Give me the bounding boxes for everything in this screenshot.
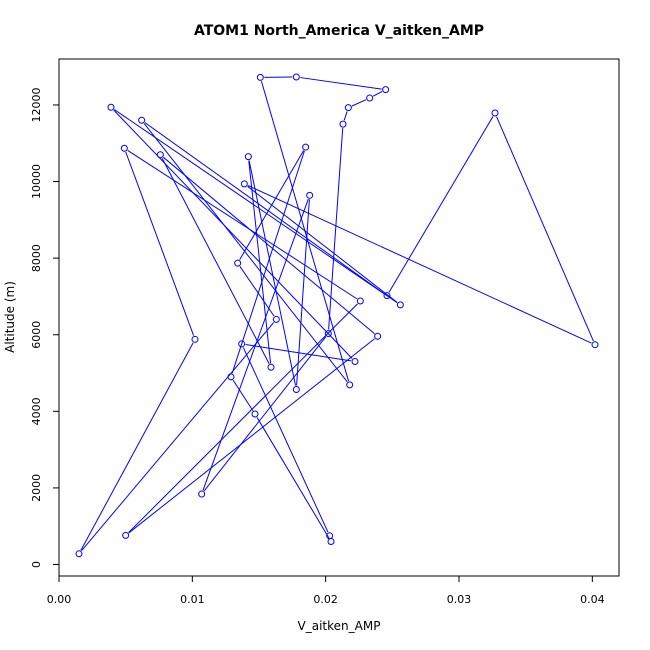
data-point — [240, 180, 248, 188]
y-tick-label: 0 — [30, 561, 43, 568]
y-tick-label: 4000 — [30, 397, 43, 425]
series-segment — [328, 128, 344, 330]
series-segment — [247, 185, 592, 344]
series-segment — [203, 336, 327, 492]
data-point — [344, 104, 352, 112]
data-point — [198, 490, 206, 498]
series-segment — [81, 322, 275, 552]
series-segment — [127, 149, 358, 300]
data-point — [238, 340, 246, 348]
series-segment — [144, 122, 385, 294]
series-segment — [256, 417, 330, 539]
data-point — [383, 292, 391, 300]
data-point — [75, 550, 83, 558]
data-point — [122, 531, 130, 539]
data-point — [324, 330, 332, 338]
series-segment — [496, 116, 594, 342]
y-axis: 0 2000 4000 6000 8000 10000 12000 — [30, 87, 59, 568]
y-tick-label: 10000 — [30, 164, 43, 199]
series-segment — [343, 111, 348, 121]
series-segment — [163, 156, 375, 335]
series-segment — [239, 266, 275, 317]
series-segment — [114, 109, 398, 304]
y-tick-label: 2000 — [30, 474, 43, 502]
data-point — [382, 86, 390, 94]
series-segment — [232, 379, 254, 411]
series-segment — [296, 199, 310, 386]
x-axis: 0.00 0.01 0.02 0.03 0.04 — [47, 576, 605, 606]
series-segment — [242, 347, 329, 533]
x-axis-label: V_aitken_AMP — [298, 619, 381, 633]
x-tick-label: 0.00 — [47, 593, 72, 606]
x-tick-label: 0.03 — [447, 593, 472, 606]
data-point — [138, 116, 146, 124]
data-point — [292, 73, 300, 81]
series-segment — [247, 185, 398, 303]
y-tick-label: 6000 — [30, 321, 43, 349]
series-segment — [128, 303, 358, 533]
data-point — [356, 297, 364, 305]
series-segment — [113, 109, 353, 360]
series-segment — [143, 123, 348, 383]
x-tick-label: 0.02 — [313, 593, 338, 606]
data-point — [327, 538, 335, 546]
data-point — [346, 381, 354, 389]
data-point — [302, 143, 310, 151]
series-segment — [372, 91, 383, 97]
data-point — [227, 373, 235, 381]
series-segment — [245, 344, 352, 362]
data-point — [120, 144, 128, 152]
data-point — [491, 109, 499, 117]
series-segment — [388, 116, 494, 293]
data-point — [351, 358, 359, 366]
data-point — [272, 315, 280, 323]
data-point — [591, 341, 599, 349]
series-segment — [128, 338, 375, 534]
chart-title: ATOM1 North_America V_aitken_AMP — [194, 23, 484, 39]
series-segment — [248, 160, 297, 386]
data-point — [234, 259, 242, 267]
data-point — [339, 120, 347, 128]
data-point — [326, 532, 334, 540]
data-point — [251, 410, 259, 418]
series-segment — [125, 151, 195, 336]
data-point — [191, 335, 199, 343]
data-point — [306, 191, 314, 199]
data-point — [156, 151, 164, 159]
y-tick-label: 12000 — [30, 87, 43, 122]
x-tick-label: 0.01 — [180, 593, 205, 606]
data-point — [366, 94, 374, 102]
data-point — [374, 332, 382, 340]
x-tick-label: 0.04 — [580, 593, 605, 606]
plot-frame — [58, 58, 620, 577]
data-point — [256, 73, 264, 81]
series-segment — [80, 342, 194, 551]
data-point — [107, 103, 115, 111]
series-segment — [202, 198, 309, 491]
data-point — [267, 363, 275, 371]
y-tick-label: 8000 — [30, 244, 43, 272]
data-point — [292, 385, 300, 393]
data-series — [75, 73, 599, 558]
y-axis-label: Altitude (m) — [3, 281, 17, 353]
series-segment — [161, 158, 270, 364]
data-point — [396, 301, 404, 309]
series-segment — [351, 99, 367, 107]
series-segment — [300, 77, 382, 90]
data-point — [244, 153, 252, 161]
